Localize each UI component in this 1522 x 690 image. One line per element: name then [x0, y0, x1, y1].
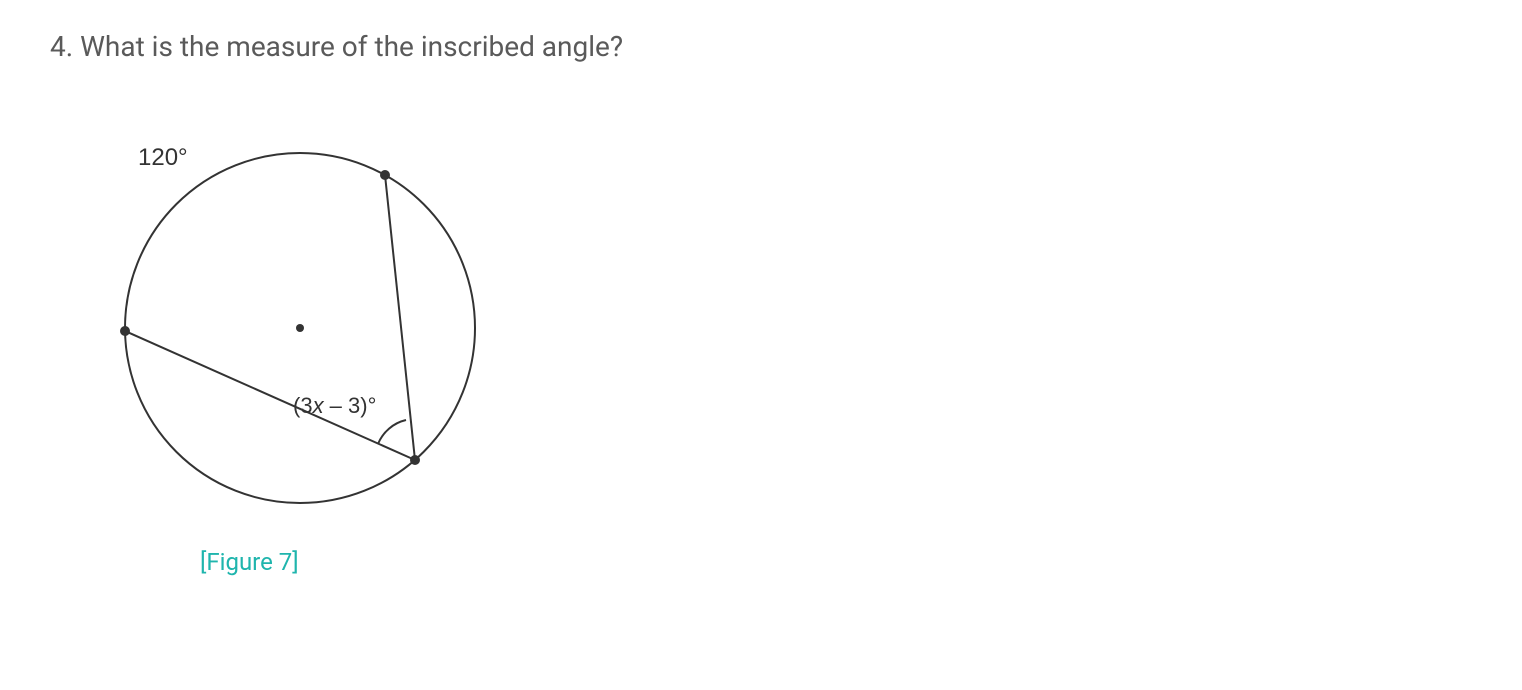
angle-label-suffix: – 3)° [324, 393, 377, 418]
question-number: 4. [50, 30, 73, 63]
angle-label-prefix: (3 [293, 393, 313, 418]
inscribed-angle-arc [378, 420, 406, 444]
question-text: 4. What is the measure of the inscribed … [50, 30, 623, 63]
point-bottom-right [410, 455, 420, 465]
circle-diagram: 120° (3x – 3)° [90, 103, 510, 543]
inscribed-angle-label: (3x – 3)° [293, 393, 376, 418]
chord-top-to-bottom [385, 175, 415, 460]
question-container: 4. What is the measure of the inscribed … [50, 30, 1472, 576]
figure-caption: [Figure 7] [200, 548, 299, 576]
question-body: What is the measure of the inscribed ang… [80, 30, 623, 63]
point-left [120, 326, 130, 336]
figure-wrapper: 120° (3x – 3)° [Figure 7] [90, 103, 510, 576]
center-dot [296, 324, 304, 332]
arc-measure-label: 120° [138, 144, 188, 171]
point-top-right [380, 170, 390, 180]
